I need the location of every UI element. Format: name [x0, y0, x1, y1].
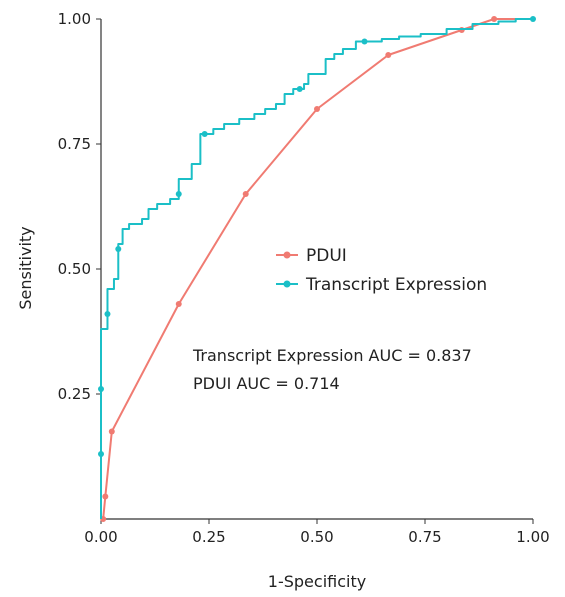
legend-item-transcript-expression: Transcript Expression — [276, 275, 487, 295]
legend-item-pdui: PDUI — [276, 246, 347, 266]
x-tick-label: 0.50 — [300, 528, 333, 546]
data-point-transcript-expression — [115, 246, 122, 252]
data-point-pdui — [491, 16, 498, 22]
data-point-pdui — [102, 493, 109, 500]
data-point-pdui — [108, 428, 115, 435]
series-line-transcript-expression — [100, 18, 533, 519]
data-point-transcript-expression — [104, 311, 111, 317]
data-point-transcript-expression — [98, 451, 104, 457]
series-layer — [98, 16, 536, 522]
x-tick-label: 0.00 — [84, 528, 117, 546]
x-tick-label: 1.00 — [516, 528, 549, 546]
legend-label-transcript-expression: Transcript Expression — [305, 275, 487, 295]
data-point-pdui — [242, 191, 249, 197]
x-tick-label: 0.75 — [408, 528, 441, 546]
legend-marker-transcript-expression — [283, 280, 291, 288]
data-point-transcript-expression — [201, 131, 208, 137]
data-point-pdui — [175, 301, 182, 307]
data-point-transcript-expression — [175, 191, 182, 197]
y-tick-label: 0.75 — [58, 135, 91, 153]
legend: PDUI Transcript Expression — [276, 246, 487, 295]
data-point-pdui — [314, 106, 320, 112]
annotations: Transcript Expression AUC = 0.837 PDUI A… — [192, 346, 472, 393]
x-axis-label: 1-Specificity — [268, 572, 366, 591]
data-point-transcript-expression — [361, 38, 368, 45]
y-tick-label: 0.25 — [58, 385, 91, 403]
axes — [100, 19, 533, 520]
legend-marker-pdui — [283, 251, 291, 259]
data-point-transcript-expression — [296, 86, 303, 92]
annotation-pdui-auc: PDUI AUC = 0.714 — [193, 374, 340, 393]
y-tick-label: 1.00 — [58, 10, 91, 28]
series-line-pdui — [101, 18, 533, 520]
data-point-pdui — [385, 52, 392, 58]
y-tick-label: 0.50 — [58, 260, 91, 278]
x-tick-label: 0.25 — [192, 528, 225, 546]
ticks: 0.00 0.25 0.50 0.75 1.00 0.25 0.50 0.75 1.00 — [58, 10, 550, 546]
data-point-transcript-expression — [98, 386, 104, 392]
annotation-transcript-auc: Transcript Expression AUC = 0.837 — [192, 346, 472, 365]
data-point-transcript-expression — [530, 16, 536, 22]
y-axis-label: Sensitivity — [16, 226, 35, 309]
legend-label-pdui: PDUI — [306, 246, 347, 266]
